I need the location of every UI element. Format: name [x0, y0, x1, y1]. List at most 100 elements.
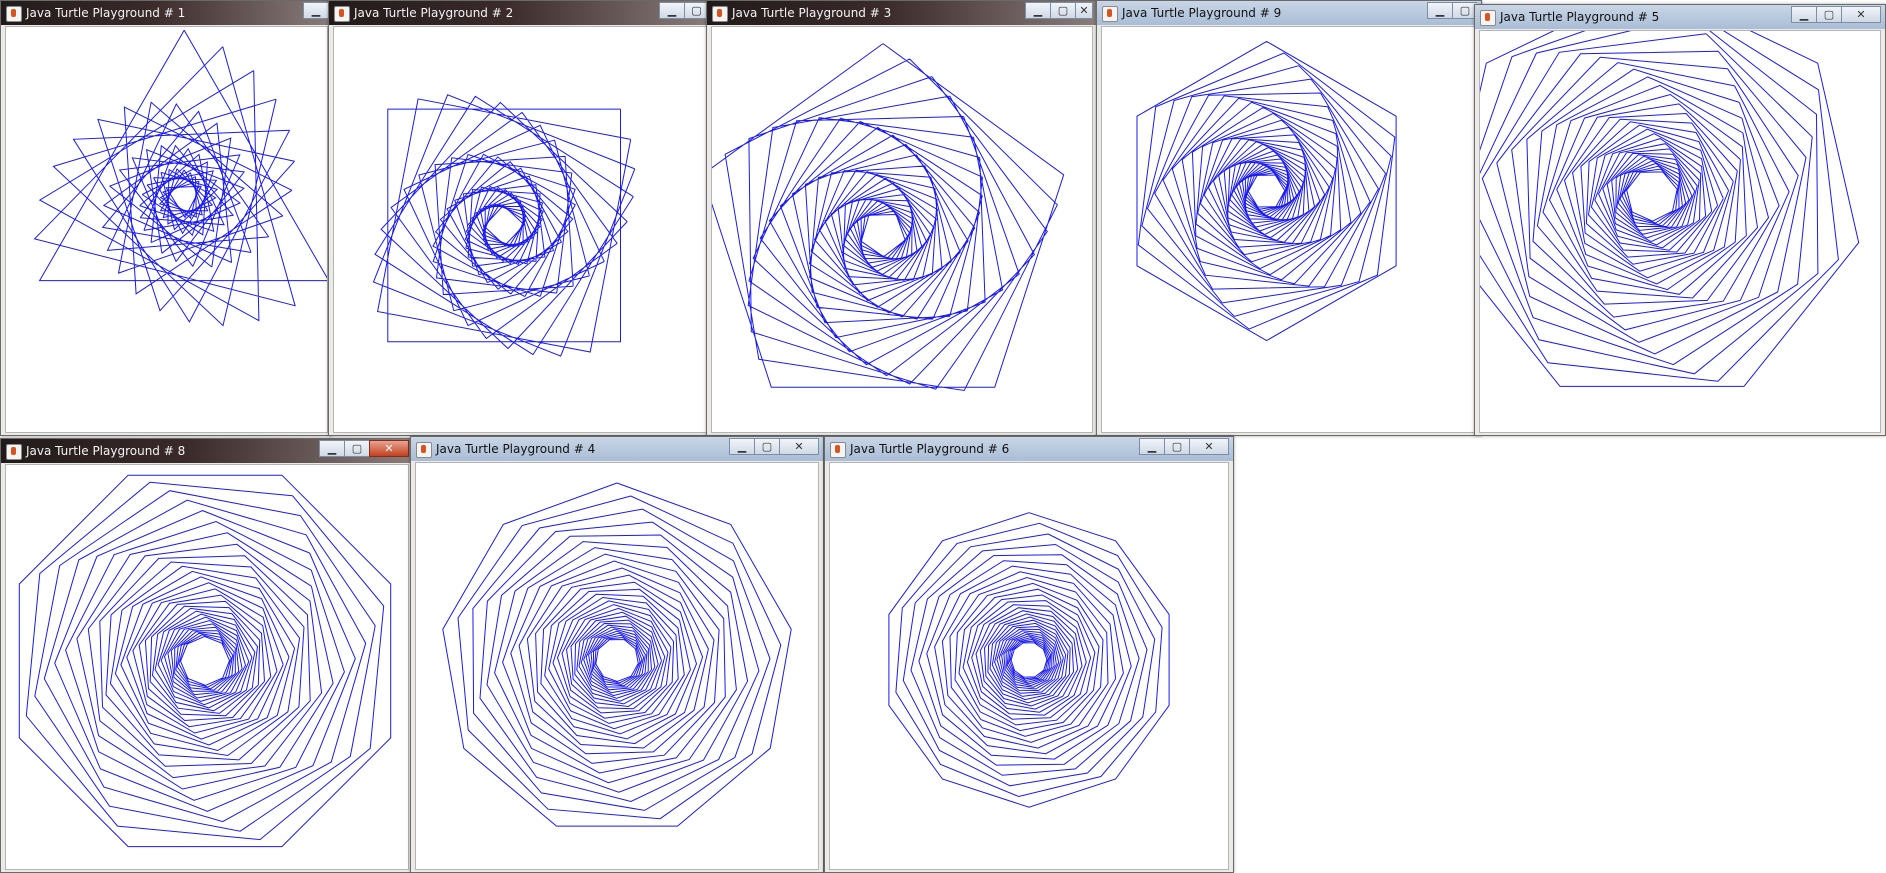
- window-controls: ▁ ▢ ✕: [319, 440, 409, 458]
- minimize-icon: ▁: [1435, 4, 1445, 17]
- spiral-drawing: [888, 512, 1170, 808]
- close-icon: ✕: [1856, 8, 1866, 21]
- turtle-marker: [181, 194, 188, 201]
- title-bar[interactable]: Java Turtle Playground # 8 ▁ ▢ ✕: [1, 439, 413, 463]
- title-bar[interactable]: Java Turtle Playground # 6 ▁ ▢ ✕: [825, 437, 1233, 461]
- minimize-button[interactable]: ▁: [303, 2, 328, 19]
- maximize-icon: ▢: [351, 442, 363, 455]
- spiral-path: [888, 512, 1170, 808]
- turtle-marker: [614, 656, 620, 663]
- maximize-button[interactable]: ▢: [1164, 438, 1189, 455]
- maximize-button[interactable]: ▢: [1050, 2, 1075, 19]
- window-controls: ▁: [303, 2, 328, 20]
- minimize-icon: ▁: [327, 442, 337, 455]
- spiral-drawing: [1480, 31, 1860, 387]
- turtle-canvas: [415, 462, 819, 870]
- minimize-icon: ▁: [1147, 440, 1157, 453]
- close-button[interactable]: ✕: [369, 440, 409, 457]
- java-app-icon: [830, 442, 846, 458]
- turtle-window-2[interactable]: Java Turtle Playground # 2 ▁ ▢: [328, 0, 714, 436]
- window-title: Java Turtle Playground # 6: [850, 442, 1010, 456]
- turtle-window-8[interactable]: Java Turtle Playground # 8 ▁ ▢ ✕: [0, 438, 414, 873]
- maximize-icon: ▢: [1823, 8, 1835, 21]
- minimize-button[interactable]: ▁: [659, 2, 684, 19]
- title-bar[interactable]: Java Turtle Playground # 5 ▁ ▢ ✕: [1475, 5, 1885, 29]
- turtle-canvas: [333, 26, 709, 433]
- minimize-icon: ▁: [1799, 8, 1809, 21]
- turtle-marker: [1263, 188, 1270, 195]
- turtle-marker: [1649, 192, 1655, 199]
- spiral-path: [712, 43, 1065, 392]
- java-app-icon: [6, 6, 22, 22]
- minimize-icon: ▁: [311, 4, 321, 17]
- java-app-icon: [6, 444, 22, 460]
- turtle-window-3[interactable]: Java Turtle Playground # 3 ▁ ▢ ✕: [706, 0, 1098, 436]
- window-controls: ▁ ▢: [659, 2, 709, 20]
- window-controls: ▁ ▢ ✕: [729, 438, 819, 456]
- maximize-icon: ▢: [691, 4, 702, 17]
- title-bar[interactable]: Java Turtle Playground # 2 ▁ ▢: [329, 1, 713, 25]
- title-bar[interactable]: Java Turtle Playground # 4 ▁ ▢ ✕: [411, 437, 823, 461]
- spiral-drawing: [33, 29, 327, 327]
- spiral-drawing: [1136, 40, 1397, 342]
- title-bar[interactable]: Java Turtle Playground # 3 ▁ ▢ ✕: [707, 1, 1097, 25]
- maximize-icon: ▢: [1171, 440, 1183, 453]
- spiral-path: [372, 94, 636, 357]
- window-title: Java Turtle Playground # 5: [1500, 10, 1660, 24]
- java-app-icon: [334, 6, 350, 22]
- minimize-icon: ▁: [737, 440, 747, 453]
- window-controls: ▁ ▢: [1427, 2, 1477, 20]
- close-button[interactable]: ✕: [1841, 6, 1881, 23]
- close-button[interactable]: ✕: [1189, 438, 1229, 455]
- window-title: Java Turtle Playground # 3: [732, 6, 892, 20]
- maximize-button[interactable]: ▢: [754, 438, 779, 455]
- turtle-canvas: [5, 26, 328, 433]
- window-controls: ▁ ▢ ✕: [1139, 438, 1229, 456]
- turtle-window-6[interactable]: Java Turtle Playground # 6 ▁ ▢ ✕: [824, 436, 1234, 873]
- window-title: Java Turtle Playground # 2: [354, 6, 514, 20]
- minimize-button[interactable]: ▁: [319, 440, 344, 457]
- turtle-window-5[interactable]: Java Turtle Playground # 5 ▁ ▢ ✕: [1474, 4, 1886, 436]
- maximize-button[interactable]: ▢: [1816, 6, 1841, 23]
- minimize-icon: ▁: [1033, 4, 1043, 17]
- spiral-path: [442, 482, 792, 827]
- turtle-marker: [201, 657, 208, 664]
- spiral-drawing: [442, 482, 792, 827]
- turtle-marker: [1026, 656, 1032, 663]
- java-app-icon: [712, 6, 728, 22]
- title-bar[interactable]: Java Turtle Playground # 1 ▁: [1, 1, 332, 25]
- window-title: Java Turtle Playground # 1: [26, 6, 186, 20]
- turtle-window-4[interactable]: Java Turtle Playground # 4 ▁ ▢ ✕: [410, 436, 824, 873]
- java-app-icon: [1102, 6, 1118, 22]
- maximize-button[interactable]: ▢: [344, 440, 369, 457]
- turtle-canvas: [1479, 30, 1881, 433]
- turtle-marker: [501, 222, 508, 229]
- java-app-icon: [1480, 10, 1496, 26]
- minimize-button[interactable]: ▁: [729, 438, 754, 455]
- minimize-button[interactable]: ▁: [1025, 2, 1050, 19]
- maximize-icon: ▢: [1057, 4, 1069, 17]
- title-bar[interactable]: Java Turtle Playground # 9 ▁ ▢: [1097, 1, 1481, 25]
- turtle-window-9[interactable]: Java Turtle Playground # 9 ▁ ▢: [1096, 0, 1482, 436]
- maximize-button[interactable]: ▢: [1452, 2, 1477, 19]
- turtle-canvas: [5, 464, 409, 870]
- minimize-button[interactable]: ▁: [1791, 6, 1816, 23]
- maximize-icon: ▢: [761, 440, 773, 453]
- close-icon: ✕: [1079, 4, 1089, 17]
- minimize-button[interactable]: ▁: [1139, 438, 1164, 455]
- turtle-window-1[interactable]: Java Turtle Playground # 1 ▁: [0, 0, 333, 436]
- turtle-canvas: [711, 26, 1093, 433]
- close-button[interactable]: ✕: [1075, 2, 1093, 19]
- close-icon: ✕: [384, 442, 394, 455]
- window-controls: ▁ ▢ ✕: [1791, 6, 1881, 24]
- turtle-marker: [880, 230, 886, 237]
- close-icon: ✕: [1204, 440, 1214, 453]
- window-title: Java Turtle Playground # 9: [1122, 6, 1282, 20]
- spiral-drawing: [712, 43, 1065, 392]
- turtle-canvas: [1101, 26, 1477, 433]
- maximize-icon: ▢: [1459, 4, 1471, 17]
- close-button[interactable]: ✕: [779, 438, 819, 455]
- close-icon: ✕: [794, 440, 804, 453]
- minimize-button[interactable]: ▁: [1427, 2, 1452, 19]
- spiral-path: [1480, 31, 1860, 387]
